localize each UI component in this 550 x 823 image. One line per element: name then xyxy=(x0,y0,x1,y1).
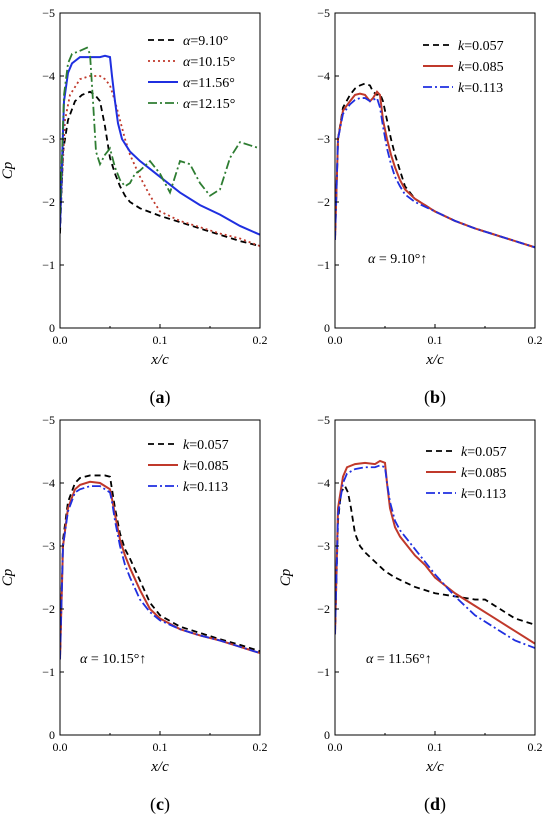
legend-label-b-0: k=0.057 xyxy=(458,39,504,54)
y-tick-label-d-1: −1 xyxy=(317,665,330,679)
x-axis-label-c: x/c xyxy=(150,759,169,775)
y-tick-label-d-3: −3 xyxy=(317,539,330,553)
x-tick-label-a-2: 0.2 xyxy=(253,333,268,347)
chart-panel-d: 0 −1 −2 −3 −4 −5 0.0 0.1 0.2 x/c Cp k=0.057 k=0.085 k… xyxy=(278,413,543,815)
x-tick-label-b-1: 0.1 xyxy=(428,333,443,347)
legend-label-b-2: k=0.113 xyxy=(458,81,503,96)
y-tick-label-d-2: −2 xyxy=(317,602,330,616)
chart-panel-b: 0 −1 −2 −3 −4 −5 0.0 0.1 0.2 x/c k=0.057 k=0.085 k=0… xyxy=(317,6,542,408)
series-line-c-0 xyxy=(60,474,260,660)
series-line-b-2 xyxy=(335,96,535,249)
y-tick-label-b-5: −5 xyxy=(317,6,330,20)
y-tick-label-c-4: −4 xyxy=(42,476,55,490)
panel-label-a: (a) xyxy=(150,387,171,408)
panel-label-d: (d) xyxy=(424,794,446,815)
x-tick-label-b-0: 0.0 xyxy=(328,333,343,347)
y-tick-label-b-3: −3 xyxy=(317,132,330,146)
legend-label-a-1: α=10.15° xyxy=(183,55,235,70)
legend-label-a-0: α=9.10° xyxy=(183,34,228,49)
y-tick-label-c-1: −1 xyxy=(42,665,55,679)
series-line-b-0 xyxy=(335,82,535,249)
series-line-d-2 xyxy=(335,464,535,649)
annotation-c: α = 10.15°↑ xyxy=(80,652,146,667)
panel-label-b: (b) xyxy=(424,387,446,408)
y-tick-label-a-0: 0 xyxy=(49,321,55,335)
legend-label-d-1: k=0.085 xyxy=(461,466,507,481)
x-tick-label-c-2: 0.2 xyxy=(253,740,268,754)
x-tick-label-a-0: 0.0 xyxy=(53,333,68,347)
series-line-a-1 xyxy=(60,75,260,247)
y-tick-label-c-2: −2 xyxy=(42,602,55,616)
y-axis-label-a: Cp xyxy=(0,161,16,179)
y-tick-label-a-4: −4 xyxy=(42,69,55,83)
x-tick-label-a-1: 0.1 xyxy=(153,333,168,347)
chart-panel-a: 0 −1 −2 −3 −4 −5 0.0 0.1 0.2 x/c Cp α=9.10° α=10.15°… xyxy=(0,6,268,408)
y-tick-label-d-5: −5 xyxy=(317,413,330,427)
y-tick-label-c-3: −3 xyxy=(42,539,55,553)
legend-label-c-0: k=0.057 xyxy=(183,438,229,453)
x-axis-label-a: x/c xyxy=(150,352,169,368)
annotation-b: α = 9.10°↑ xyxy=(368,252,427,267)
x-tick-label-d-2: 0.2 xyxy=(528,740,543,754)
plot-frame-b xyxy=(334,12,536,329)
series-line-c-1 xyxy=(60,480,260,660)
y-axis-label-d: Cp xyxy=(278,568,294,586)
series-line-a-0 xyxy=(60,90,260,247)
series-line-d-1 xyxy=(335,459,535,645)
y-tick-label-d-4: −4 xyxy=(317,476,330,490)
legend-label-d-0: k=0.057 xyxy=(461,445,507,460)
series-line-d-0 xyxy=(335,484,535,635)
x-tick-label-c-0: 0.0 xyxy=(53,740,68,754)
x-axis-label-d: x/c xyxy=(425,759,444,775)
y-tick-label-b-1: −1 xyxy=(317,258,330,272)
legend-label-b-1: k=0.085 xyxy=(458,60,504,75)
y-tick-label-b-4: −4 xyxy=(317,69,330,83)
x-tick-label-b-2: 0.2 xyxy=(528,333,543,347)
legend-label-c-1: k=0.085 xyxy=(183,459,229,474)
y-tick-label-c-5: −5 xyxy=(42,413,55,427)
y-tick-label-a-2: −2 xyxy=(42,195,55,209)
series-line-b-1 xyxy=(335,90,535,249)
annotation-d: α = 11.56°↑ xyxy=(366,652,432,667)
y-tick-label-d-0: 0 xyxy=(324,728,330,742)
y-tick-label-b-0: 0 xyxy=(324,321,330,335)
y-tick-label-b-2: −2 xyxy=(317,195,330,209)
legend-label-a-3: α=12.15° xyxy=(183,97,235,112)
y-tick-label-a-1: −1 xyxy=(42,258,55,272)
x-tick-label-d-1: 0.1 xyxy=(428,740,443,754)
legend-label-d-2: k=0.113 xyxy=(461,487,506,502)
y-axis-label-c: Cp xyxy=(0,568,16,586)
y-tick-label-a-5: −5 xyxy=(42,6,55,20)
panel-label-c: (c) xyxy=(150,794,170,815)
legend-label-c-2: k=0.113 xyxy=(183,480,228,495)
x-axis-label-b: x/c xyxy=(425,352,444,368)
x-tick-label-d-0: 0.0 xyxy=(328,740,343,754)
y-tick-label-c-0: 0 xyxy=(49,728,55,742)
plot-frame-c xyxy=(59,419,261,736)
legend-label-a-2: α=11.56° xyxy=(183,76,235,91)
series-line-a-3 xyxy=(60,46,260,215)
x-tick-label-c-1: 0.1 xyxy=(153,740,168,754)
chart-panel-c: 0 −1 −2 −3 −4 −5 0.0 0.1 0.2 x/c Cp k=0.057 k=0.085 k… xyxy=(0,413,268,815)
series-line-a-2 xyxy=(60,54,260,236)
y-tick-label-a-3: −3 xyxy=(42,132,55,146)
series-line-c-2 xyxy=(60,485,260,660)
